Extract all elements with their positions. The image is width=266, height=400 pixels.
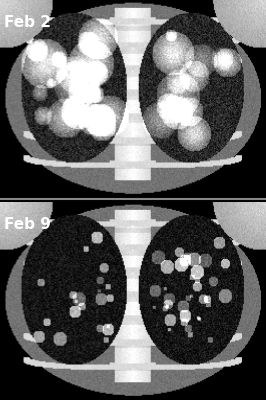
Text: Feb 2: Feb 2 bbox=[4, 14, 51, 30]
Text: Feb 9: Feb 9 bbox=[4, 216, 51, 232]
